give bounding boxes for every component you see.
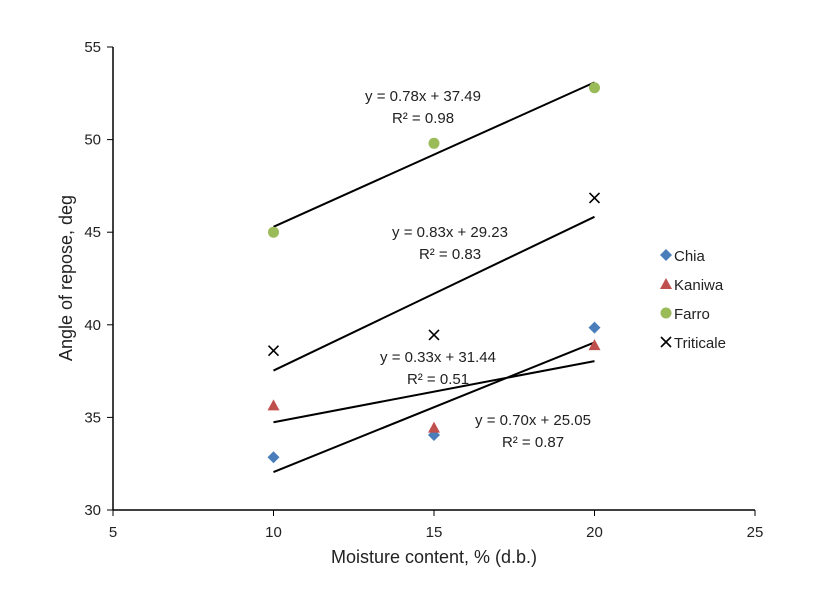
legend-label-triticale: Triticale <box>674 335 726 352</box>
legend-marker-farro <box>660 307 672 319</box>
point-farro <box>589 82 600 94</box>
x-marker-stroke <box>428 329 440 341</box>
x-tick-label: 10 <box>265 524 282 541</box>
y-axis-label: Angle of repose, deg <box>56 195 76 361</box>
point-chia <box>267 451 280 464</box>
point-triticale <box>588 192 601 204</box>
point-triticale <box>428 329 440 341</box>
equation-label-farro: y = 0.78x + 37.49 <box>365 88 481 105</box>
r2-label-chia: R² = 0.87 <box>502 434 564 451</box>
legend: Chia Kaniwa Farro Triticale <box>660 248 726 352</box>
trendline-farro <box>273 81 595 228</box>
x-marker-stroke <box>660 336 672 348</box>
trendline-chia <box>273 341 595 473</box>
legend-marker-triticale <box>660 336 672 348</box>
equation-label-chia: y = 0.70x + 25.05 <box>475 412 591 429</box>
y-tick-label: 45 <box>84 224 101 241</box>
point-triticale <box>267 345 280 357</box>
data-points <box>267 82 601 464</box>
point-farro <box>428 137 440 149</box>
x-axis-label: Moisture content, % (d.b.) <box>331 547 537 567</box>
trendline-triticale <box>273 215 595 372</box>
r2-label-farro: R² = 0.98 <box>392 110 454 127</box>
y-tick-label: 35 <box>84 409 101 426</box>
trendlines <box>273 81 595 473</box>
axes: 5 10 15 20 25 30 35 40 45 50 55 <box>84 39 763 541</box>
x-tick-label: 15 <box>426 524 443 541</box>
point-farro <box>268 226 279 238</box>
legend-label-farro: Farro <box>674 306 710 323</box>
point-kaniwa <box>267 399 280 411</box>
x-tick-label: 25 <box>747 524 764 541</box>
x-tick-label: 20 <box>586 524 603 541</box>
point-chia <box>588 321 601 334</box>
point-kaniwa <box>428 421 440 433</box>
trend-labels: y = 0.70x + 25.05 R² = 0.87 y = 0.33x + 31… <box>365 88 591 451</box>
r2-label-kaniwa: R² = 0.51 <box>407 371 469 388</box>
y-tick-label: 40 <box>84 317 101 334</box>
equation-label-kaniwa: y = 0.33x + 31.44 <box>380 349 496 366</box>
r2-label-triticale: R² = 0.83 <box>419 246 481 263</box>
point-kaniwa <box>588 339 601 351</box>
legend-label-kaniwa: Kaniwa <box>674 277 724 294</box>
equation-label-triticale: y = 0.83x + 29.23 <box>392 224 508 241</box>
x-marker-stroke <box>588 192 601 204</box>
x-marker-stroke <box>267 345 280 357</box>
legend-label-chia: Chia <box>674 248 706 265</box>
y-tick-label: 55 <box>84 39 101 56</box>
y-tick-label: 50 <box>84 132 101 149</box>
legend-marker-chia <box>660 249 672 261</box>
trendline-kaniwa <box>273 360 595 424</box>
x-tick-label: 5 <box>109 524 117 541</box>
legend-marker-kaniwa <box>660 278 672 289</box>
y-tick-label: 30 <box>84 502 101 519</box>
